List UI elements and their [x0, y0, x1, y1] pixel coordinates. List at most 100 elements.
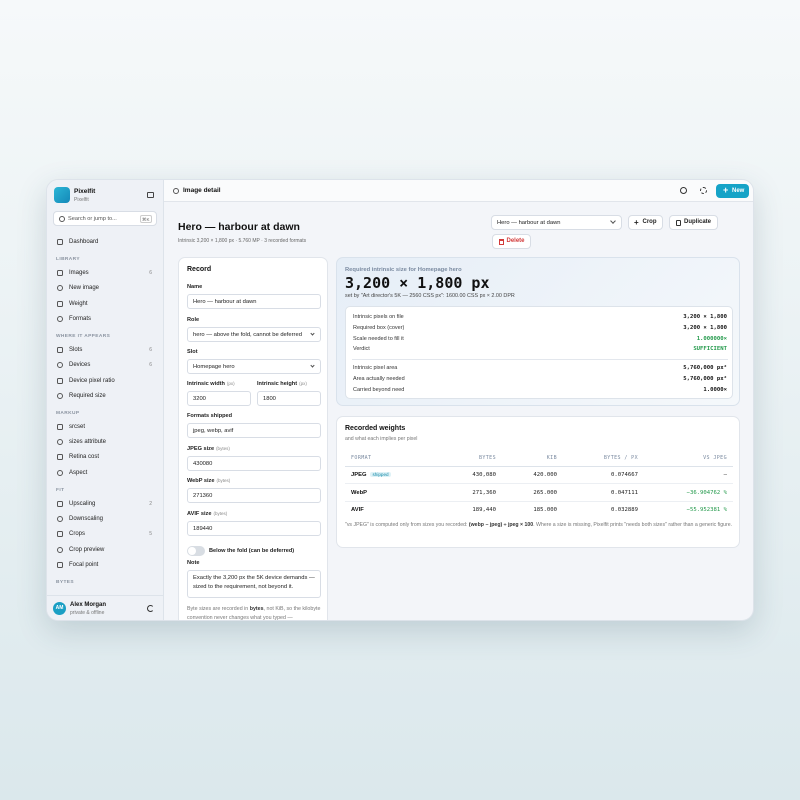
footnote-part: . Where a size is missing, Pixelfit prin… — [533, 522, 733, 528]
field-label: AVIF size (bytes) — [187, 511, 228, 518]
nav-item[interactable]: Aspect — [52, 467, 158, 479]
table-cell: −55.952381 % — [686, 507, 727, 513]
chevron — [310, 363, 315, 368]
app-sub: Pixelfit — [74, 197, 89, 203]
trash-icon — [499, 239, 504, 245]
row-value: 1.000000× — [696, 335, 727, 342]
row-value: 3,200 × 1,800 — [683, 314, 727, 320]
crop-button[interactable]: Crop + — [628, 215, 663, 230]
theme-button[interactable] — [700, 187, 707, 194]
nav-item[interactable]: New image — [52, 282, 158, 294]
nav-item[interactable]: Required size — [52, 390, 158, 402]
select-input[interactable]: Homepage hero — [187, 359, 321, 374]
image-select[interactable]: Hero — harbour at dawn — [491, 215, 622, 230]
duplicate-button[interactable]: Duplicate — [669, 215, 718, 230]
image-title: Hero — harbour at dawn — [178, 221, 300, 233]
new-button[interactable]: New + — [716, 184, 749, 198]
icon — [57, 239, 63, 245]
icon — [59, 216, 65, 222]
table-cell: 0.032889 — [611, 507, 638, 513]
toggle[interactable] — [187, 546, 205, 556]
nav-label: Device pixel ratio — [69, 377, 115, 384]
text-input[interactable]: 189440 — [187, 521, 321, 537]
table-cell: – — [723, 472, 727, 478]
copy-icon — [676, 220, 681, 226]
plus: + — [723, 185, 729, 195]
note-textarea[interactable]: Exactly the 3,200 px the 5K device deman… — [187, 570, 321, 598]
nav-item[interactable]: Weight — [52, 298, 158, 310]
nav-label: Retina cost — [69, 454, 100, 461]
text-input[interactable]: 430080 — [187, 455, 321, 471]
duplicate-label: Duplicate — [683, 219, 711, 225]
row-value: SUFFICIENT — [693, 346, 727, 353]
note-label: Note — [187, 560, 200, 566]
nav-section: WHERE IT APPEARS — [56, 333, 111, 339]
input-value: jpeg, webp, avif — [193, 428, 234, 434]
footnote-part: bytes — [249, 606, 264, 612]
card-sub: and what each implies per pixel — [345, 436, 418, 442]
nav-item[interactable]: Crops 5 — [52, 528, 158, 540]
nav-label: Weight — [69, 300, 88, 307]
nav-label: Devices — [69, 362, 91, 369]
user-status: private & offline — [70, 610, 105, 616]
nav-item[interactable]: Formats — [52, 313, 158, 325]
search-box[interactable]: Search or jump to... ⌘K — [53, 211, 157, 226]
select-input[interactable]: hero — above the fold, cannot be deferre… — [187, 326, 321, 342]
text-input[interactable]: 271360 — [187, 488, 321, 504]
input-value: 3200 — [193, 396, 206, 402]
nav-item[interactable]: Device pixel ratio — [52, 375, 158, 387]
nav-item[interactable]: srcset — [52, 421, 158, 433]
text-input[interactable]: jpeg, webp, avif — [187, 423, 321, 438]
nav-item[interactable]: Slots 6 — [52, 344, 158, 356]
nav-label: Crops — [69, 531, 86, 538]
input-value: 430080 — [193, 460, 213, 467]
theme-toggle[interactable] — [147, 605, 154, 612]
nav-label: Required size — [69, 392, 106, 399]
delete-button[interactable]: Delete — [492, 234, 531, 249]
nav-label: Slots — [69, 346, 83, 353]
header-rule — [345, 466, 733, 467]
icon — [57, 392, 63, 399]
row-label: Area actually needed — [353, 375, 405, 382]
nav-item[interactable]: Crop preview — [52, 544, 158, 556]
nav-item[interactable]: Dashboard — [52, 236, 158, 248]
text-input[interactable]: 3200 — [187, 391, 251, 406]
table-cell: 265.000 — [533, 489, 557, 496]
input-value: 271360 — [193, 493, 213, 500]
required-label: Required intrinsic size for Homepage her… — [345, 267, 462, 273]
field-label: JPEG size (bytes) — [187, 445, 230, 452]
icon — [57, 315, 63, 322]
toggle-knob — [188, 547, 196, 555]
icon — [57, 423, 63, 430]
text-input[interactable]: 1800 — [257, 391, 321, 406]
field-unit: (bytes) — [216, 445, 230, 451]
row-rule — [345, 483, 733, 484]
nav-item[interactable]: Retina cost — [52, 451, 158, 463]
icon — [57, 531, 63, 538]
column-header: VS JPEG — [703, 455, 727, 461]
nav-label: Images — [69, 270, 89, 276]
divider — [352, 359, 728, 360]
nav-item[interactable]: Focal point — [52, 559, 158, 571]
nav-item[interactable]: Devices 6 — [52, 359, 158, 371]
logo — [54, 187, 70, 203]
nav-label: Dashboard — [69, 239, 99, 245]
nav-item[interactable]: Downscaling — [52, 513, 158, 525]
nav-label: Aspect — [69, 469, 88, 476]
icon — [57, 500, 63, 507]
text-input[interactable]: Hero — harbour at dawn — [187, 294, 321, 309]
field-unit: (px) — [226, 381, 235, 386]
weights-footnote: "vs JPEG" is computed only from sizes yo… — [345, 521, 733, 530]
field-label: WebP size (bytes) — [187, 478, 231, 485]
icon — [57, 362, 63, 369]
footnote-part: "vs JPEG" is computed only from sizes yo… — [345, 522, 469, 528]
nav-item[interactable]: Upscaling 2 — [52, 498, 158, 510]
collapse-icon[interactable] — [147, 192, 154, 198]
nav-item[interactable]: Images 6 — [52, 267, 158, 279]
nav-item[interactable]: sizes attribute — [52, 436, 158, 448]
column-header: KIB — [546, 455, 557, 461]
field-label: Intrinsic width (px) — [187, 381, 235, 387]
search-button[interactable] — [680, 187, 687, 194]
app-name: Pixelfit — [74, 188, 96, 195]
column-header: FORMAT — [351, 455, 372, 461]
